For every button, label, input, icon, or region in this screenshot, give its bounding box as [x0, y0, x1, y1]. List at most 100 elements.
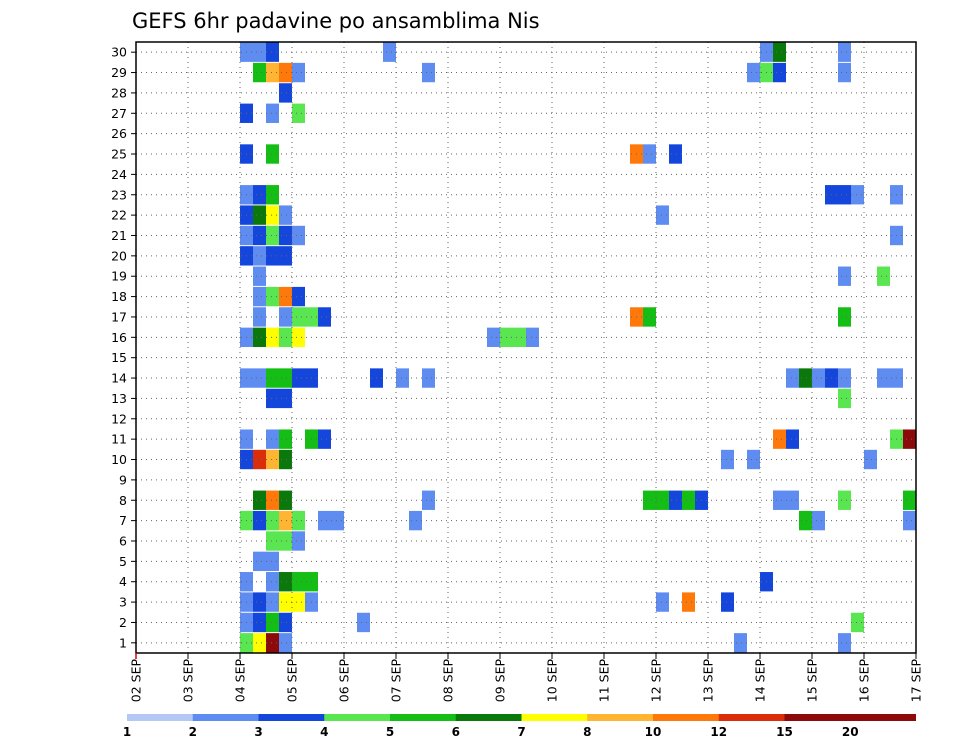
y-tick-label: 9	[119, 472, 127, 487]
precip-cell	[279, 429, 292, 449]
precip-cell	[409, 510, 422, 531]
precip-cell	[279, 449, 292, 470]
y-axis-ensemble-members: 1234567891011121314151617181920212223242…	[111, 45, 136, 650]
y-tick-label: 6	[119, 533, 127, 548]
y-tick-label: 21	[111, 228, 127, 243]
precip-cell	[266, 225, 279, 246]
precip-cell	[279, 307, 292, 327]
precip-cell	[279, 327, 292, 347]
x-tick-label: 15 SEP	[805, 659, 820, 703]
y-tick-label: 19	[111, 269, 127, 284]
y-tick-label: 11	[111, 432, 127, 447]
plot-frame	[135, 41, 917, 654]
precip-cell	[292, 307, 318, 327]
precip-cell	[292, 286, 305, 307]
precip-cell	[851, 612, 864, 633]
y-tick-label: 2	[119, 615, 127, 630]
colorbar-label: 8	[583, 725, 591, 739]
precip-cell	[279, 205, 292, 225]
precip-cell	[903, 490, 916, 510]
x-tick-label: 06 SEP	[337, 659, 352, 703]
precip-cell	[266, 103, 279, 123]
precip-cell	[253, 286, 266, 307]
y-tick-label: 24	[111, 167, 127, 182]
precip-cell	[812, 510, 825, 531]
y-tick-label: 26	[111, 126, 127, 141]
precip-cell	[253, 633, 266, 653]
colorbar-label: 20	[842, 725, 859, 739]
precip-cell	[422, 368, 435, 388]
precip-cell	[266, 612, 279, 633]
y-tick-label: 13	[111, 391, 127, 406]
colorbar-segment	[192, 714, 259, 721]
precip-cell	[266, 144, 279, 164]
colorbar-segment	[521, 714, 588, 721]
x-tick-label: 14 SEP	[753, 659, 768, 703]
precip-cell	[773, 429, 786, 449]
y-tick-label: 3	[119, 595, 127, 610]
precip-cell	[279, 225, 292, 246]
precip-cell	[643, 307, 656, 327]
precip-cell	[253, 510, 266, 531]
precip-cell	[864, 449, 877, 470]
colorbar-label: 5	[386, 725, 394, 739]
precip-cell	[279, 490, 292, 510]
y-tick-label: 18	[111, 289, 127, 304]
precip-cell	[266, 368, 292, 388]
precip-cell	[786, 368, 799, 388]
precip-cell	[838, 266, 851, 286]
colorbar-label: 1	[123, 725, 131, 739]
colorbar-label: 6	[452, 725, 460, 739]
precip-cell	[266, 327, 279, 347]
precip-cell	[656, 592, 669, 612]
colorbar-legend: 1 2 3 4 5 6 7 8 10 12 15 20	[123, 714, 916, 739]
precip-cell	[266, 205, 279, 225]
precipitation-cells	[240, 42, 916, 653]
colorbar-segment	[455, 714, 522, 721]
colorbar-segment	[324, 714, 391, 721]
precip-cell	[266, 185, 279, 205]
colorbar-label: 10	[645, 725, 662, 739]
precip-cell	[266, 246, 292, 266]
precip-cell	[253, 266, 266, 286]
precip-cell	[422, 62, 435, 83]
precip-cell	[825, 185, 851, 205]
precip-cell	[266, 449, 279, 470]
precip-cell	[279, 633, 292, 653]
y-tick-label: 30	[111, 45, 127, 60]
y-tick-label: 7	[119, 513, 127, 528]
precip-cell	[253, 592, 266, 612]
precip-cell	[487, 327, 500, 347]
y-tick-label: 17	[111, 309, 127, 324]
precip-cell	[422, 490, 435, 510]
precip-cell	[253, 42, 266, 62]
x-tick-label: 10 SEP	[545, 659, 560, 703]
colorbar-label: 7	[517, 725, 525, 739]
precip-cell	[266, 592, 279, 612]
colorbar-label: 15	[776, 725, 793, 739]
colorbar-segment	[258, 714, 325, 721]
precip-cell	[292, 103, 305, 123]
y-tick-label: 5	[119, 554, 127, 569]
y-tick-label: 22	[111, 208, 127, 223]
precip-cell	[266, 510, 279, 531]
precip-cell	[266, 531, 292, 551]
colorbar-label: 12	[710, 725, 727, 739]
precip-cell	[903, 429, 916, 449]
precip-cell	[279, 572, 292, 592]
precip-cell	[383, 42, 396, 62]
precip-cell	[266, 429, 279, 449]
precip-cell	[266, 490, 279, 510]
precip-cell	[877, 266, 890, 286]
precip-cell	[838, 368, 851, 388]
y-tick-label: 29	[111, 65, 127, 80]
precip-cell	[266, 572, 279, 592]
precip-cell	[266, 388, 292, 409]
precip-cell	[682, 592, 695, 612]
x-tick-label: 03 SEP	[181, 659, 196, 703]
precip-cell	[253, 612, 266, 633]
x-tick-label: 05 SEP	[285, 659, 300, 703]
colorbar-segment	[587, 714, 654, 721]
precip-cell	[240, 368, 266, 388]
precip-cell	[318, 307, 331, 327]
